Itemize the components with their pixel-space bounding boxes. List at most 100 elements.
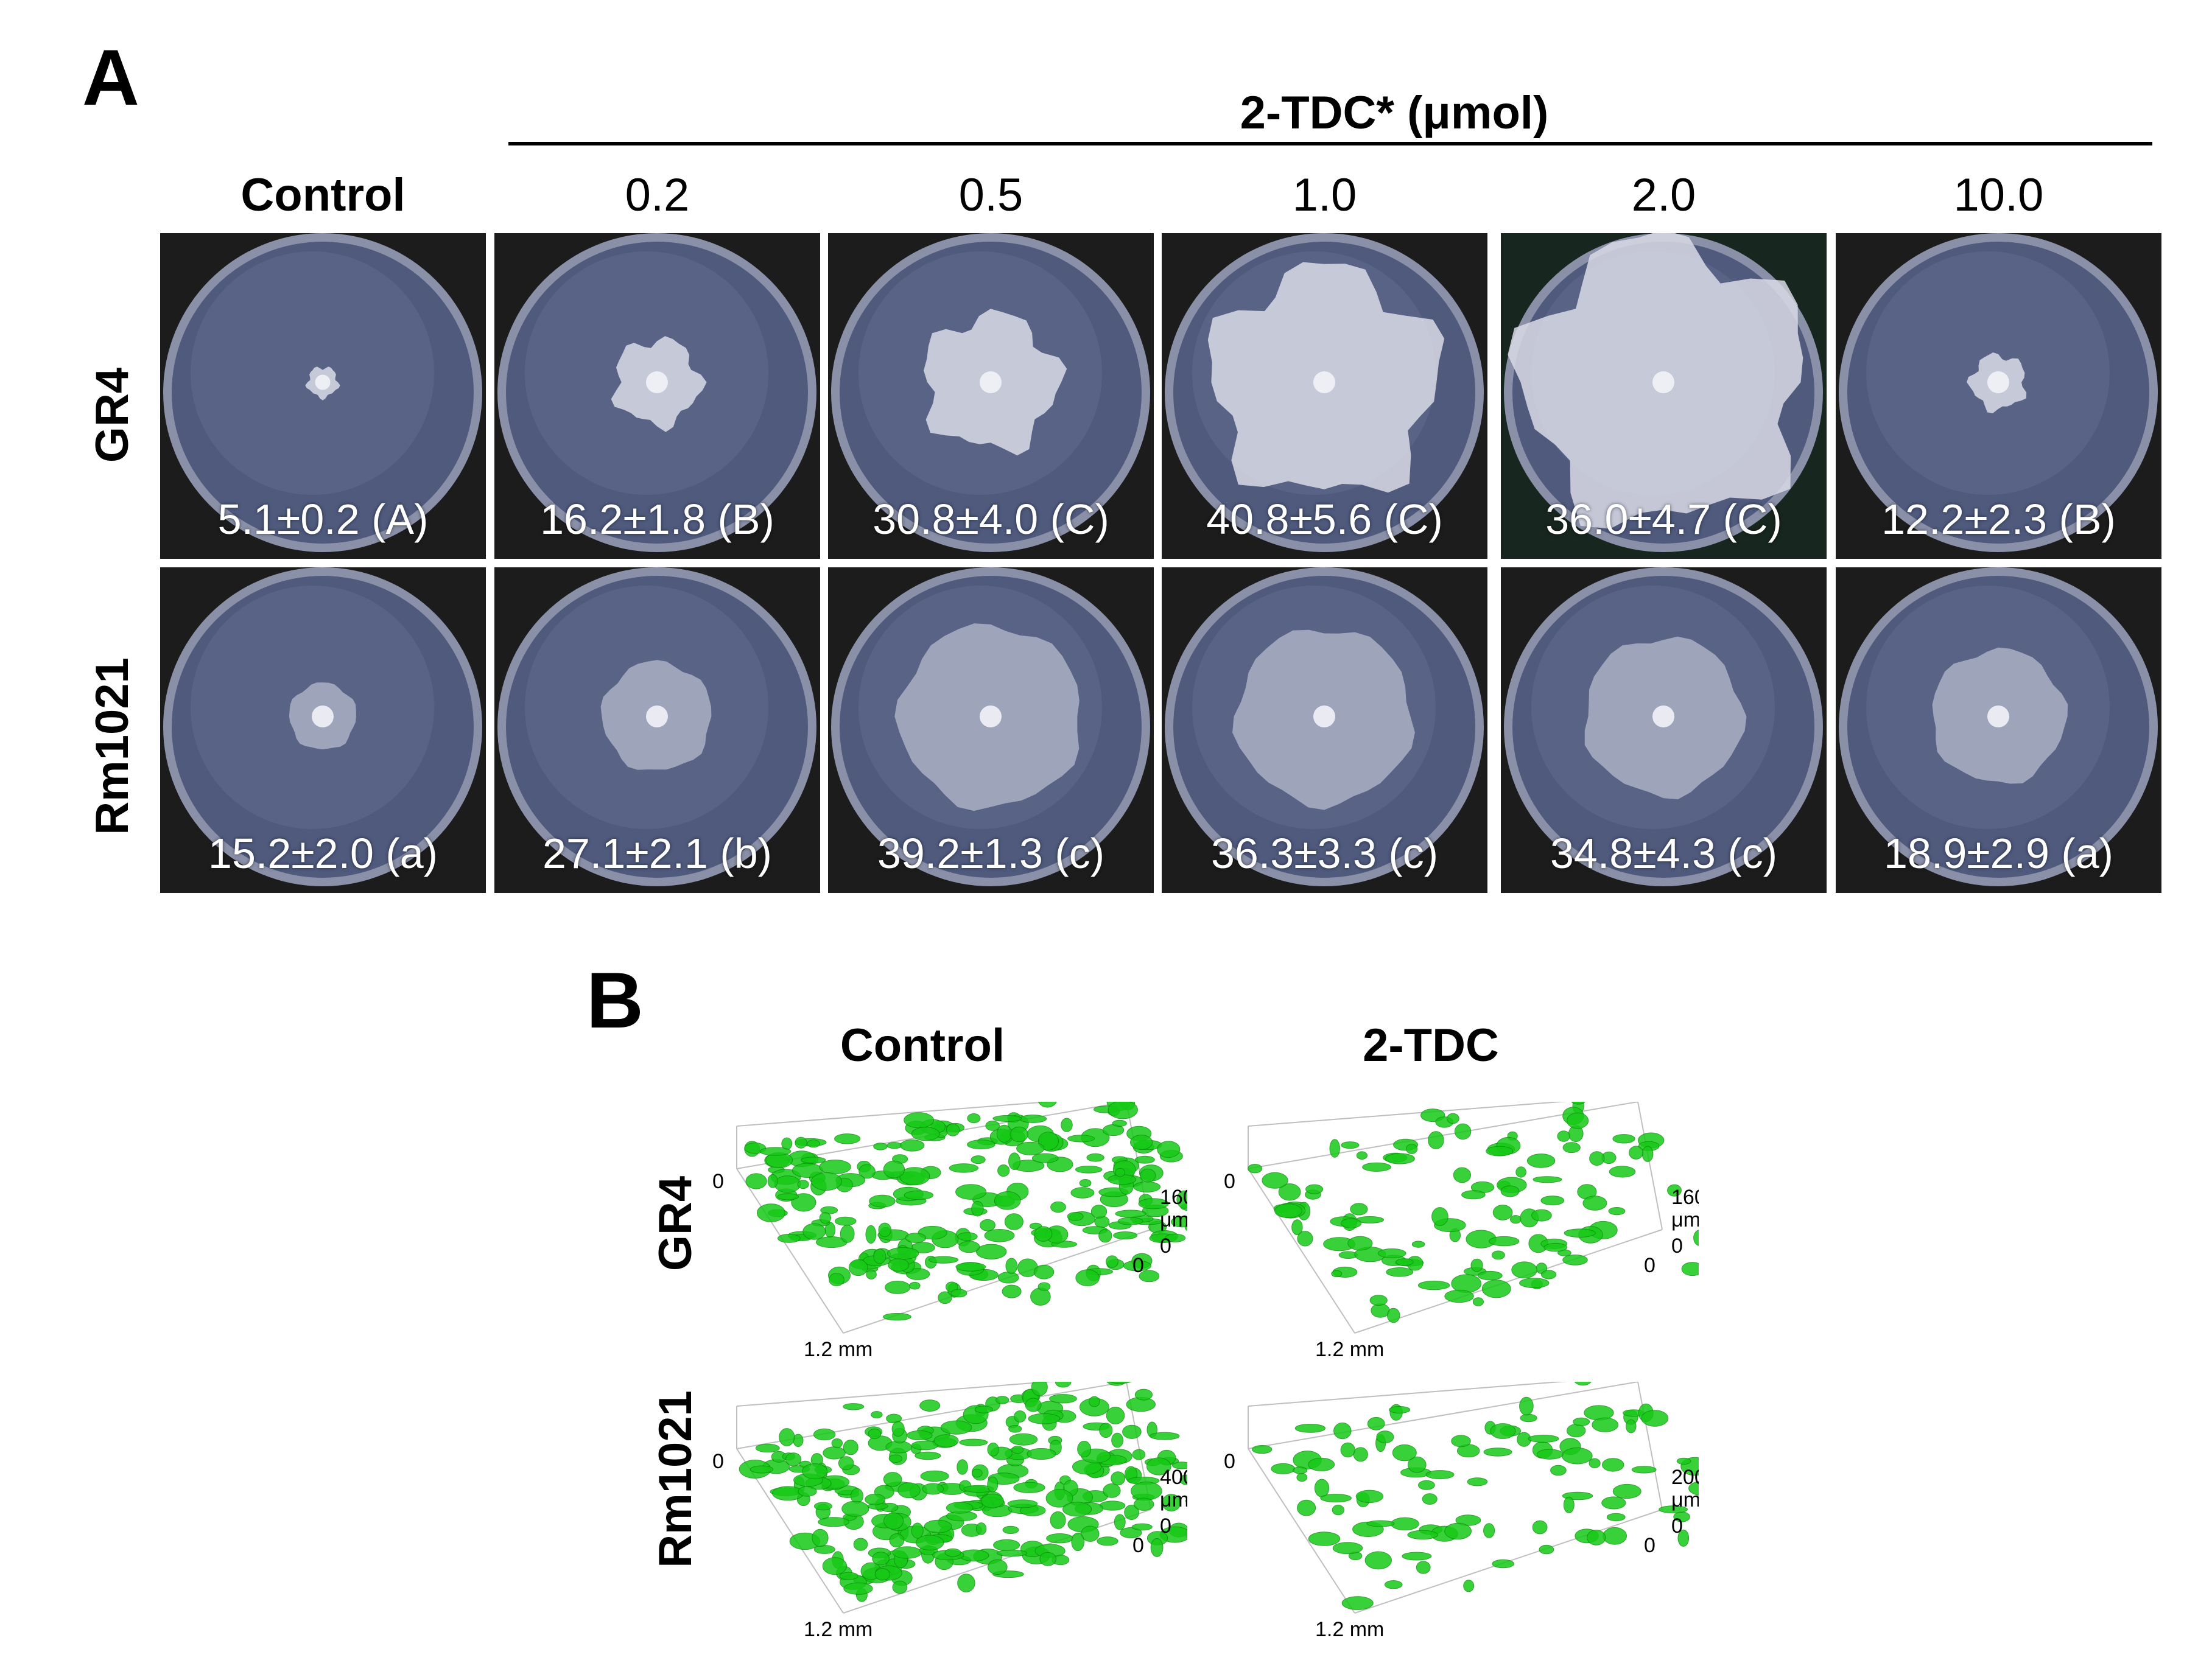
biofilm-blob [992,1115,1022,1122]
biofilm-blob [1112,1119,1127,1127]
axis-line [736,1102,1056,1127]
y-zero-label: 0 [1224,1450,1235,1473]
biofilm-blob [1150,1432,1180,1440]
biofilm-blob [995,1396,1009,1404]
biofilm-blob [1099,1423,1113,1438]
biofilm-blob [1179,1474,1187,1485]
biofilm-blob [1079,1179,1092,1188]
colony-diameter-label: 40.8±5.6 (C) [1206,495,1443,543]
biofilm-blob [1406,1144,1418,1154]
biofilm-blob [1113,1231,1138,1240]
biofilm-blob [1122,1424,1142,1439]
biofilm-blob [777,1193,799,1200]
biofilm-blob [1140,1168,1156,1183]
axis-line [1248,1448,1355,1614]
biofilm-blob [906,1268,930,1280]
biofilm-blob [1589,1458,1601,1469]
biofilm-blob [1609,1166,1636,1178]
biofilm-blob [1612,1483,1641,1499]
biofilm-blob [1641,1146,1654,1162]
biofilm-blob [993,1539,1020,1551]
biofilm-blob [1417,1280,1450,1290]
axis-line [736,1382,1056,1407]
plate-image [1501,233,1827,559]
biofilm-blob [1626,1419,1637,1434]
biofilm-blob [1341,1218,1361,1228]
biofilm-blob [1562,1142,1581,1154]
biofilm-plot-0: 160μm0001.2 mm [712,1102,1187,1357]
biofilm-blob [1411,1241,1425,1248]
biofilm-blob [1314,1479,1330,1497]
biofilm-blob [1002,1525,1019,1534]
biofilm-blob [1172,1462,1187,1469]
biofilm-blob [802,1463,828,1480]
biofilm-blob [1573,1417,1590,1426]
biofilm-blob [955,1262,986,1272]
biofilm-blob [1034,1226,1053,1242]
x-zero-label: 0 [1132,1254,1144,1277]
z-top-label: 160 [1160,1186,1187,1209]
biofilm-blob [929,1256,959,1264]
biofilm-blob [975,1522,987,1535]
biofilm-blob [813,1502,832,1511]
biofilm-blob [1081,1525,1100,1542]
biofilm-blob [1150,1538,1164,1557]
x-zero-label: 0 [1132,1534,1144,1557]
biofilm-blob [885,1281,911,1294]
biofilm-blob [1176,1190,1187,1209]
biofilm-blob [869,1194,896,1208]
biofilm-blob [985,1121,1000,1131]
biofilm-blob [1019,1115,1047,1123]
biofilm-blob [1050,1511,1066,1529]
colony-diameter-label: 34.8±4.3 (c) [1550,830,1778,877]
biofilm-blob [1027,1448,1056,1460]
biofilm-blob [980,1219,995,1231]
plate-gr4-0: 5.1±0.2 (A) [160,233,486,559]
colony-diameter-label: 16.2±1.8 (B) [540,495,774,543]
biofilm-blob [1008,1152,1020,1170]
biofilm-blob [1123,1260,1151,1272]
biofilm-blob [1062,1502,1092,1517]
biofilm-blob [888,1454,903,1463]
biofilm-blob [904,1190,933,1200]
biofilm-blob [1132,1449,1146,1460]
biofilm-blob [802,1223,826,1240]
biofilm-blob [757,1203,785,1222]
plate-image [1162,567,1487,893]
col-header-0.5: 0.5 [958,169,1023,221]
biofilm-blob [1271,1463,1296,1474]
z-zero-label: 0 [1160,1234,1171,1258]
biofilm-blob [887,1142,902,1149]
biofilm-blob [967,1140,995,1150]
biofilm-blob [1481,1280,1511,1298]
biofilm-blob [967,1113,981,1124]
biofilm-blob [1014,1410,1027,1423]
biofilm-blob [1090,1205,1108,1219]
biofilm-blob [911,1522,924,1539]
biofilm-blob [1387,1308,1400,1323]
biofilm-blob [1341,1596,1374,1610]
biofilm-blob [797,1180,809,1189]
z-zero-label: 0 [1671,1514,1683,1538]
biofilm-blob [1308,1532,1341,1546]
biofilm-blob [1377,1248,1406,1258]
biofilm-blob [883,1160,905,1178]
biofilm-blob [1340,1442,1355,1458]
plate-rm1021-5: 18.9±2.9 (a) [1836,567,2161,893]
biofilm-blob [831,1438,843,1448]
biofilm-blob [865,1493,886,1505]
biofilm-blob [1384,1580,1403,1589]
biofilm-blob [1025,1398,1042,1412]
biofilm-blob [987,1476,999,1493]
biofilm-blob [807,1140,820,1148]
biofilm-blob [1531,1209,1552,1222]
biofilm-blob [1067,1135,1095,1143]
plate-rm1021-0: 15.2±2.0 (a) [160,567,486,893]
biofilm-blob [834,1216,857,1226]
biofilm-blob [1606,1513,1626,1522]
biofilm-blob [1601,1496,1626,1510]
colony-diameter-label: 27.1±2.1 (b) [542,830,772,877]
biofilm-blob [1353,1447,1368,1462]
biofilm-blob [1454,1123,1472,1140]
row-label-rm1021: Rm1021 [86,657,138,835]
